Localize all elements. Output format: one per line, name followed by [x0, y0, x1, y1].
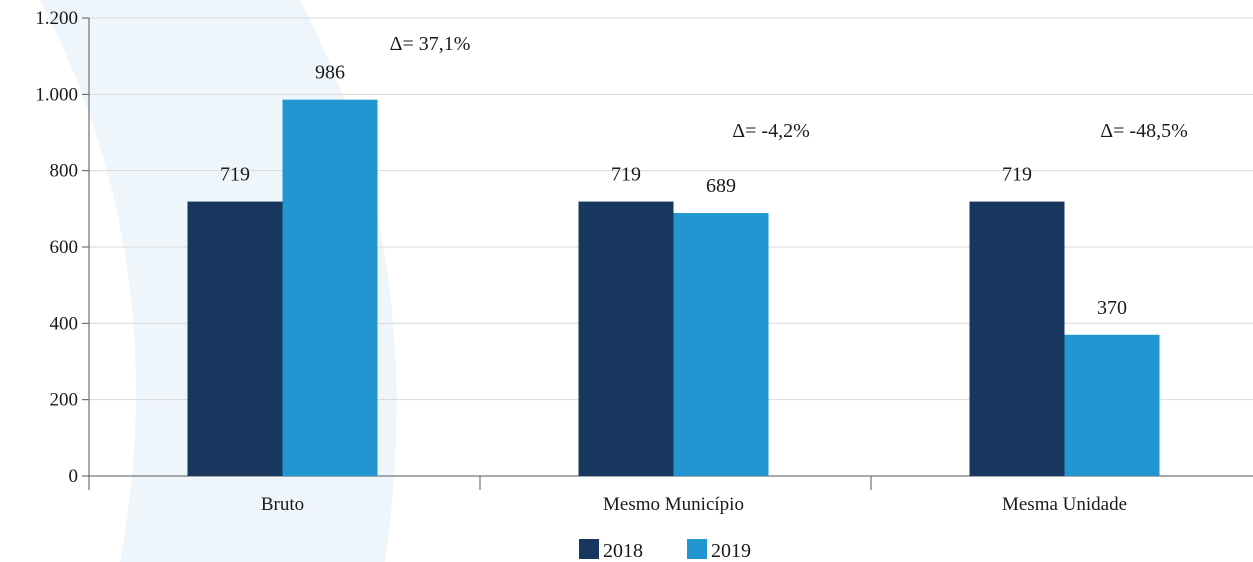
bars: [187, 99, 1160, 476]
x-category-label: Mesma Unidade: [1002, 494, 1127, 515]
y-axis: 0 200 400 600 800 1.000 1.200: [35, 8, 90, 487]
y-tick-label: 1.000: [35, 84, 78, 105]
delta-annotation: Δ= 37,1%: [390, 33, 471, 55]
data-label: 719: [1002, 164, 1032, 186]
data-label: 370: [1097, 297, 1127, 319]
data-label: 689: [706, 175, 736, 197]
bar-2019: [282, 99, 378, 476]
bar-2019: [1064, 334, 1160, 476]
legend: 2018 2019: [579, 539, 751, 562]
bar-2018: [969, 201, 1065, 476]
delta-annotation: Δ= -4,2%: [732, 120, 809, 142]
legend-swatch-2018: [579, 539, 599, 559]
y-tick-label: 800: [50, 161, 79, 182]
bar-2018: [578, 201, 674, 476]
legend-swatch-2019: [687, 539, 707, 559]
legend-label: 2019: [711, 540, 751, 562]
x-category-label: Bruto: [261, 494, 304, 515]
data-label: 719: [611, 164, 641, 186]
data-label: 719: [220, 164, 250, 186]
bar-2018: [187, 201, 283, 476]
legend-label: 2018: [603, 540, 643, 562]
y-tick-label: 0: [69, 466, 79, 487]
y-tick-label: 400: [50, 313, 79, 334]
delta-annotation: Δ= -48,5%: [1100, 120, 1187, 142]
y-tick-label: 1.200: [35, 8, 78, 29]
data-labels: 719 986 719 689 719 370: [220, 62, 1127, 319]
delta-annotations: Δ= 37,1% Δ= -4,2% Δ= -48,5%: [390, 33, 1188, 142]
y-tick-label: 200: [50, 390, 79, 411]
bar-2019: [673, 213, 769, 476]
x-category-label: Mesmo Município: [603, 494, 744, 515]
y-tick-label: 600: [50, 237, 79, 258]
data-label: 986: [315, 62, 345, 84]
